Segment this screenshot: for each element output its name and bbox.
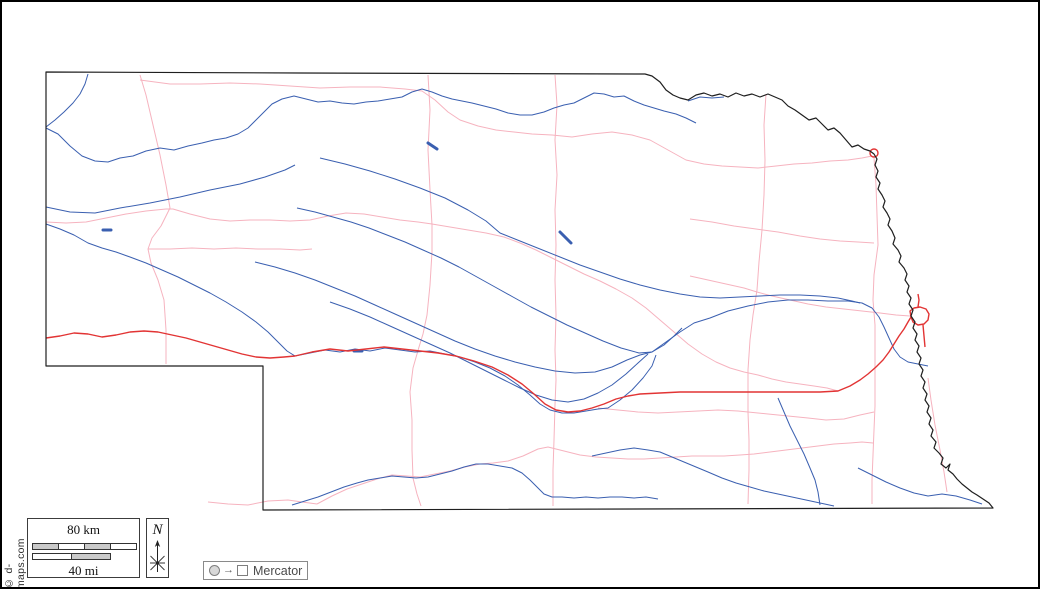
river-north-platte <box>45 223 296 357</box>
river-nemaha <box>857 467 983 505</box>
scale-segment <box>110 544 136 549</box>
river-north-loup <box>296 207 683 354</box>
river-south-loup <box>329 301 649 403</box>
scale-bar: 80 km 40 mi <box>27 518 140 578</box>
road-minor-vertical-missouri-south <box>927 377 948 493</box>
river-niobrara <box>45 88 697 163</box>
road-minor-vertical-west-central <box>409 74 433 507</box>
map-features <box>45 71 994 511</box>
river-missouri-top-fragment <box>687 96 725 102</box>
river-platte-east <box>651 299 929 367</box>
scale-segment <box>33 544 58 549</box>
scale-km-label: 80 km <box>67 522 100 537</box>
road-major-omaha-loop <box>909 293 930 348</box>
river-big-blue <box>777 397 821 506</box>
road-minor-northeast-lower <box>689 275 911 317</box>
road-minor-northeast-upper <box>689 218 875 244</box>
projection-arrow-icon: → <box>223 564 234 576</box>
north-indicator: N <box>146 518 169 578</box>
river-snake <box>45 164 296 214</box>
scale-segment <box>71 554 110 559</box>
scale-mi-label: 40 mi <box>68 563 99 578</box>
river-middle-loup <box>254 261 653 374</box>
river-white-nw <box>45 73 89 128</box>
lake-central <box>558 230 573 245</box>
road-major-i80 <box>45 316 912 413</box>
road-minor-vertical-central <box>552 74 558 506</box>
road-minor-diagonal-long <box>45 208 839 392</box>
road-minor-north-long <box>139 79 873 169</box>
projection-badge: → Mercator <box>203 561 309 580</box>
road-major-sioux-city-ring <box>869 148 879 158</box>
north-arrow-icon <box>150 540 165 572</box>
river-little-blue <box>591 447 835 507</box>
globe-circle-icon <box>209 565 220 576</box>
scale-bar-km <box>32 543 137 550</box>
projection-label: Mercator <box>253 563 303 578</box>
scale-segment <box>33 554 71 559</box>
road-minor-vertical-east <box>871 157 879 504</box>
north-label: N <box>152 522 163 538</box>
road-minor-panhandle-spur <box>148 247 313 251</box>
copyright-text: © d-maps.com <box>3 538 27 589</box>
road-minor-vertical-east-central <box>747 93 767 505</box>
road-minor-southern-long <box>316 441 874 505</box>
river-platte-with-i80 <box>294 347 657 414</box>
scale-segment <box>58 544 84 549</box>
scale-bar-mi <box>32 553 111 560</box>
scale-segment <box>84 544 110 549</box>
lake-sandhills <box>426 141 439 151</box>
river-elkhorn <box>319 157 861 304</box>
road-minor-south-of-i80 <box>597 407 875 421</box>
state-outline-nebraska <box>45 71 994 511</box>
road-minor-vertical-panhandle <box>139 74 171 364</box>
projected-square-icon <box>237 565 248 576</box>
river-republican <box>291 463 659 506</box>
